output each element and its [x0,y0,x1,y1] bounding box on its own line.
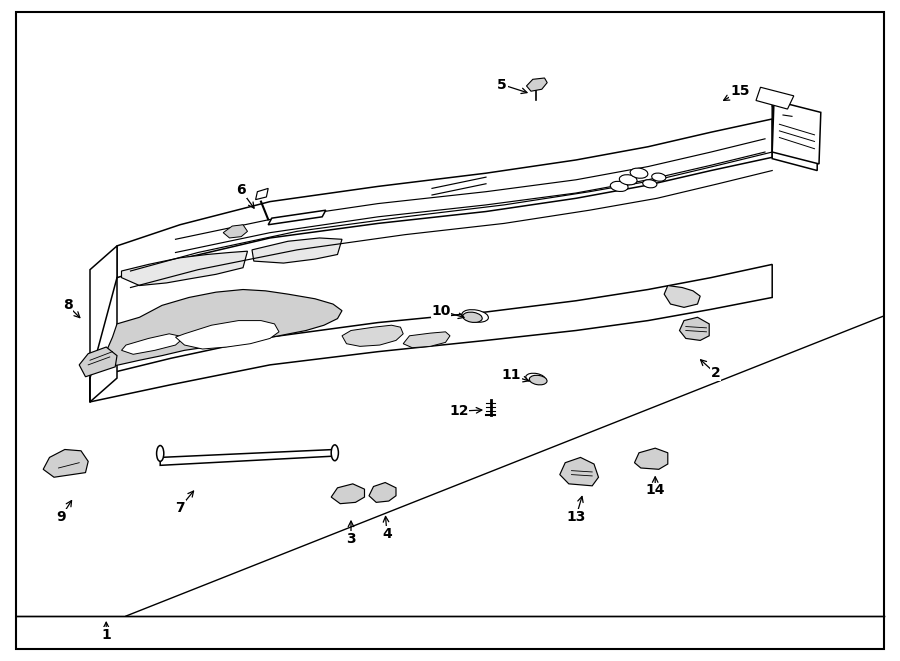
Ellipse shape [462,309,489,323]
Ellipse shape [526,373,545,383]
Text: 4: 4 [382,527,392,541]
Polygon shape [43,449,88,477]
Polygon shape [176,321,279,349]
Text: 11: 11 [501,368,521,383]
Polygon shape [256,188,268,200]
Polygon shape [756,87,794,109]
Polygon shape [634,448,668,469]
Text: 3: 3 [346,531,356,546]
Ellipse shape [610,181,628,192]
Polygon shape [664,286,700,307]
Ellipse shape [652,173,666,181]
Polygon shape [526,78,547,91]
Text: 10: 10 [431,303,451,318]
Text: 6: 6 [237,183,246,198]
Polygon shape [90,264,772,402]
Polygon shape [117,119,772,278]
Polygon shape [342,325,403,346]
Ellipse shape [630,168,648,178]
Polygon shape [369,483,396,502]
Polygon shape [268,210,326,225]
Text: 15: 15 [730,84,750,98]
Polygon shape [560,457,598,486]
Polygon shape [772,106,817,171]
Text: 12: 12 [449,404,469,418]
Ellipse shape [331,445,338,461]
Polygon shape [772,100,821,164]
Text: 9: 9 [57,510,66,524]
Text: 7: 7 [176,500,184,515]
Polygon shape [403,332,450,348]
Ellipse shape [157,446,164,461]
Polygon shape [104,290,342,367]
Text: 5: 5 [498,77,507,92]
Text: 1: 1 [102,627,111,642]
Ellipse shape [463,312,482,323]
Polygon shape [680,317,709,340]
Text: 14: 14 [645,483,665,498]
Polygon shape [223,225,248,238]
Polygon shape [79,347,117,377]
Ellipse shape [619,175,637,185]
Polygon shape [252,238,342,263]
Polygon shape [90,246,117,402]
Polygon shape [122,334,184,354]
Ellipse shape [529,375,547,385]
Text: 8: 8 [63,298,72,313]
Polygon shape [122,251,248,286]
Polygon shape [331,484,364,504]
Polygon shape [160,449,335,465]
Ellipse shape [643,180,657,188]
Text: 2: 2 [711,366,720,381]
Text: 13: 13 [566,510,586,524]
